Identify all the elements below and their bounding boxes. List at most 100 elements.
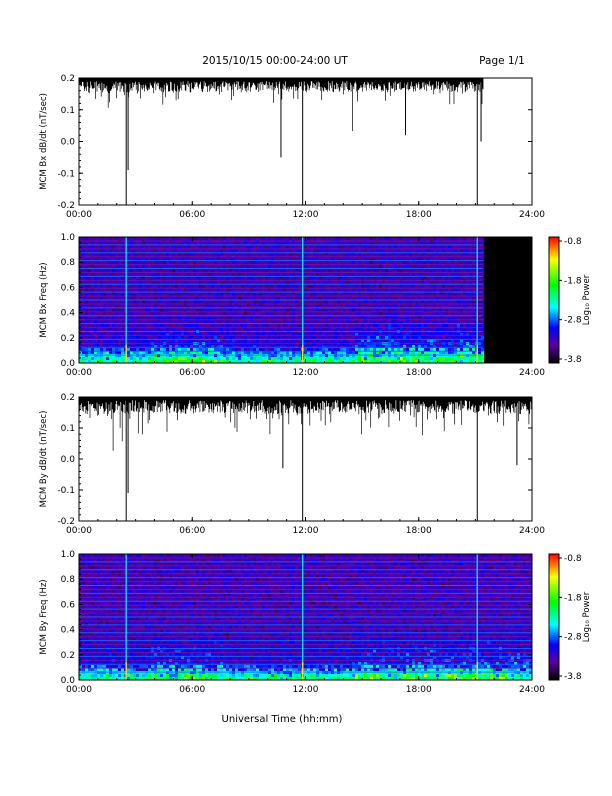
bx-spec-cell xyxy=(277,312,280,315)
bx-spec-cell xyxy=(316,261,319,264)
bx-spec-cell xyxy=(373,273,376,276)
bx-spec-cell xyxy=(235,357,238,360)
bx-spec-cell xyxy=(376,273,379,276)
bx-spec-cell xyxy=(202,324,205,327)
bx-spec-cell xyxy=(403,273,406,276)
bx-spec-cell xyxy=(94,312,97,315)
bx-spec-cell xyxy=(211,261,214,264)
bx-spec-cell xyxy=(379,261,382,264)
bx-spec-cell xyxy=(142,312,145,315)
bx-spec-cell xyxy=(427,324,430,327)
bx-spec-cell xyxy=(163,249,166,252)
bx-spec-cell xyxy=(376,249,379,252)
bx-spec-cell xyxy=(346,261,349,264)
page-label: Page 1/1 xyxy=(479,55,525,67)
bx-spec-cell xyxy=(310,249,313,252)
bx-spec-cell xyxy=(310,273,313,276)
bx-spec-cell xyxy=(139,249,142,252)
bx-spec-cell xyxy=(424,336,427,339)
bx-spec-cell xyxy=(250,261,253,264)
bx-spec-cell xyxy=(340,357,343,360)
bx-spec-cell xyxy=(313,273,316,276)
bx-spec-cell xyxy=(199,312,202,315)
bx-spec-cell xyxy=(352,273,355,276)
bx-spec-cell xyxy=(274,273,277,276)
bx-spec-cell xyxy=(397,324,400,327)
bx-spec-cell xyxy=(196,273,199,276)
bx-spec-cell xyxy=(238,312,241,315)
bx-spec-cell xyxy=(148,261,151,264)
bx-spec-cell xyxy=(253,312,256,315)
bx-spec-cell xyxy=(238,273,241,276)
bx-spec-cell xyxy=(136,336,139,339)
bx-spec-cell xyxy=(274,357,277,360)
bx-spec-cell xyxy=(328,261,331,264)
bx-spec-cell xyxy=(154,273,157,276)
bx-spec-cell xyxy=(244,324,247,327)
bx-spec-cell xyxy=(217,312,220,315)
bx-spec-cell xyxy=(157,273,160,276)
bx-spec-cell xyxy=(256,273,259,276)
bx-spec-cell xyxy=(406,312,409,315)
bx-spec-cell xyxy=(259,249,262,252)
bx-spec-cell xyxy=(223,261,226,264)
bx-spec-cell xyxy=(352,357,355,360)
bx-spec-cell xyxy=(142,336,145,339)
bx-spec-cell xyxy=(103,336,106,339)
bx-spec-cell xyxy=(118,249,121,252)
bx-spec-cell xyxy=(283,249,286,252)
bx-spec-cell xyxy=(370,324,373,327)
bx-spec-cell xyxy=(88,261,91,264)
bx-spec-cell xyxy=(205,357,208,360)
bx-spec-cell xyxy=(373,312,376,315)
bx-spec-cell xyxy=(409,312,412,315)
bx-spec-cell xyxy=(208,273,211,276)
bx-spec-cell xyxy=(85,336,88,339)
bx-spec-cell xyxy=(388,249,391,252)
bx-spec-cell xyxy=(292,324,295,327)
bx-spec-cell xyxy=(286,324,289,327)
bx-spec-cell xyxy=(136,357,139,360)
bx-spec-cell xyxy=(202,336,205,339)
bx-spec-cell xyxy=(277,261,280,264)
bx-spec-cell xyxy=(388,336,391,339)
bx-spec-cell xyxy=(184,357,187,360)
bx-spec-cell xyxy=(316,273,319,276)
bx-spec-cell xyxy=(319,312,322,315)
bx-spec-cell xyxy=(364,324,367,327)
bx-spec-cell xyxy=(106,336,109,339)
bx-spec-cell xyxy=(184,312,187,315)
bx-spec-cell xyxy=(298,312,301,315)
bx-spec-cell xyxy=(250,312,253,315)
bx-spec-cell xyxy=(352,261,355,264)
bx-spec-cell xyxy=(256,261,259,264)
bx-spec-cell xyxy=(199,273,202,276)
bx-spec-cell xyxy=(307,312,310,315)
bx-spec-cell xyxy=(169,357,172,360)
bx-spec-cell xyxy=(298,324,301,327)
bx-spec-cell xyxy=(373,324,376,327)
bx-spec-cell xyxy=(247,357,250,360)
bx-spec-cell xyxy=(277,249,280,252)
bx-spec-cell xyxy=(259,357,262,360)
bx-spec-cell xyxy=(361,261,364,264)
bx-spec-cell xyxy=(109,249,112,252)
bx-spec-cell xyxy=(415,324,418,327)
bx-spec-cell xyxy=(247,273,250,276)
bx-spec-cell xyxy=(412,357,415,360)
bx-spec-cell xyxy=(415,357,418,360)
bx-spec-cell xyxy=(313,357,316,360)
bx-spec-cell xyxy=(139,336,142,339)
bx-spec-cell xyxy=(319,261,322,264)
bx-spec-cell xyxy=(421,357,424,360)
bx-spec-cell xyxy=(91,273,94,276)
bx-spec-cell xyxy=(190,336,193,339)
bx-spec-cell xyxy=(133,261,136,264)
bx-spec-cell xyxy=(421,249,424,252)
bx-spec-cell xyxy=(178,261,181,264)
bx-spec-cell xyxy=(208,312,211,315)
bx-spec-cell xyxy=(427,312,430,315)
bx-spec-cell xyxy=(172,273,175,276)
bx-spec-cell xyxy=(256,312,259,315)
bx-spec-cell xyxy=(319,357,322,360)
